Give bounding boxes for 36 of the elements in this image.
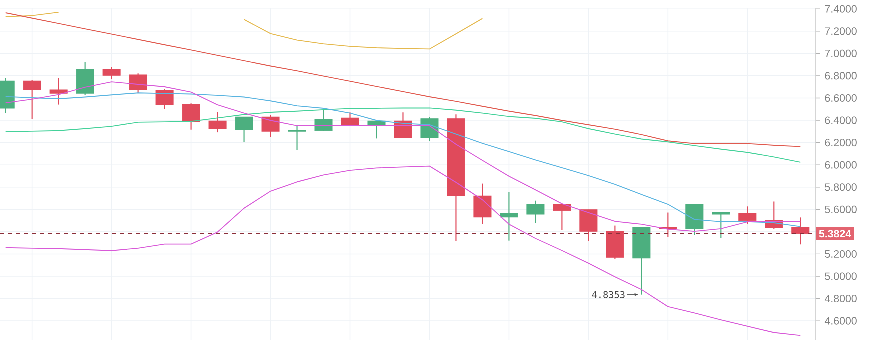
candlestick xyxy=(50,78,68,106)
candlestick xyxy=(235,116,254,143)
candlestick xyxy=(526,200,545,224)
y-tick-label: 5.6000 xyxy=(825,206,857,214)
y-tick-label: 4.8000 xyxy=(824,295,857,303)
candlestick xyxy=(129,73,148,94)
annotation: 4.8353 xyxy=(592,291,625,298)
y-tick-label: 6.0000 xyxy=(825,161,857,169)
candlestick xyxy=(102,66,121,80)
candlestick xyxy=(288,125,306,151)
y-tick-label: 6.8000 xyxy=(825,72,857,80)
candlestick xyxy=(553,204,572,231)
candlestick xyxy=(262,114,280,138)
y-tick-label: 6.4000 xyxy=(825,116,857,124)
candlestick xyxy=(712,212,730,239)
y-tick-label: 6.6000 xyxy=(825,94,857,102)
candlestick xyxy=(792,217,810,246)
candlestick xyxy=(341,112,360,127)
candlestick xyxy=(208,112,227,134)
y-tick-label: 7.2000 xyxy=(825,28,857,36)
candlestick xyxy=(500,192,518,242)
candlestick xyxy=(156,88,174,110)
candlestick xyxy=(23,80,42,120)
candlestick xyxy=(580,209,598,242)
ref-line-label: 5.3824 xyxy=(819,230,852,238)
y-tick-label: 7.4000 xyxy=(825,5,857,13)
y-tick-label: 6.2000 xyxy=(825,139,857,147)
candlestick xyxy=(314,108,333,132)
candlestick xyxy=(182,103,200,130)
y-tick-label: 7.0000 xyxy=(825,50,857,58)
y-tick-label: 5.8000 xyxy=(825,184,857,192)
y-tick-label: 5.2000 xyxy=(825,250,857,258)
candlestick xyxy=(738,206,757,225)
candlestick xyxy=(474,183,492,225)
y-tick-label: 4.6000 xyxy=(824,317,857,325)
y-tick-label: 5.0000 xyxy=(825,272,857,280)
